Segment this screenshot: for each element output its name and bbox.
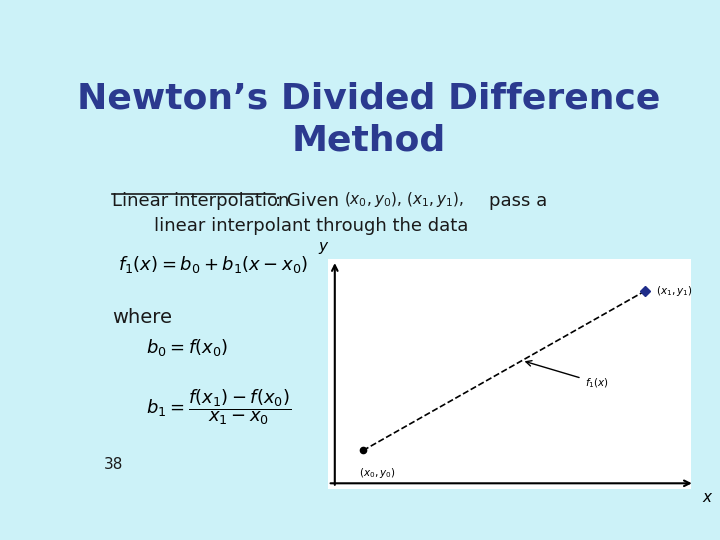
Text: pass a: pass a	[489, 192, 547, 210]
Text: $x$: $x$	[702, 490, 714, 505]
Text: Newton’s Divided Difference
Method: Newton’s Divided Difference Method	[77, 82, 661, 158]
Text: $f_1(x) = b_0 + b_1(x - x_0)$: $f_1(x) = b_0 + b_1(x - x_0)$	[118, 254, 308, 275]
Text: $y$: $y$	[318, 240, 330, 256]
Text: 38: 38	[104, 457, 123, 472]
Text: $b_0 = f(x_0)$: $b_0 = f(x_0)$	[145, 337, 228, 358]
Text: $(x_0, y_0)$: $(x_0, y_0)$	[359, 466, 396, 480]
Text: $b_1 = \dfrac{f(x_1) - f(x_0)}{x_1 - x_0}$: $b_1 = \dfrac{f(x_1) - f(x_0)}{x_1 - x_0…	[145, 387, 291, 427]
Text: linear interpolant through the data: linear interpolant through the data	[154, 217, 469, 234]
Text: $(x_1, y_1)$: $(x_1, y_1)$	[656, 284, 693, 298]
Text: : Given: : Given	[275, 192, 339, 210]
Text: Linear interpolation: Linear interpolation	[112, 192, 289, 210]
Text: $(x_0, y_0),\,(x_1, y_1),$: $(x_0, y_0),\,(x_1, y_1),$	[344, 190, 464, 208]
Text: where: where	[112, 308, 172, 327]
Text: $f_1(x)$: $f_1(x)$	[585, 376, 609, 390]
